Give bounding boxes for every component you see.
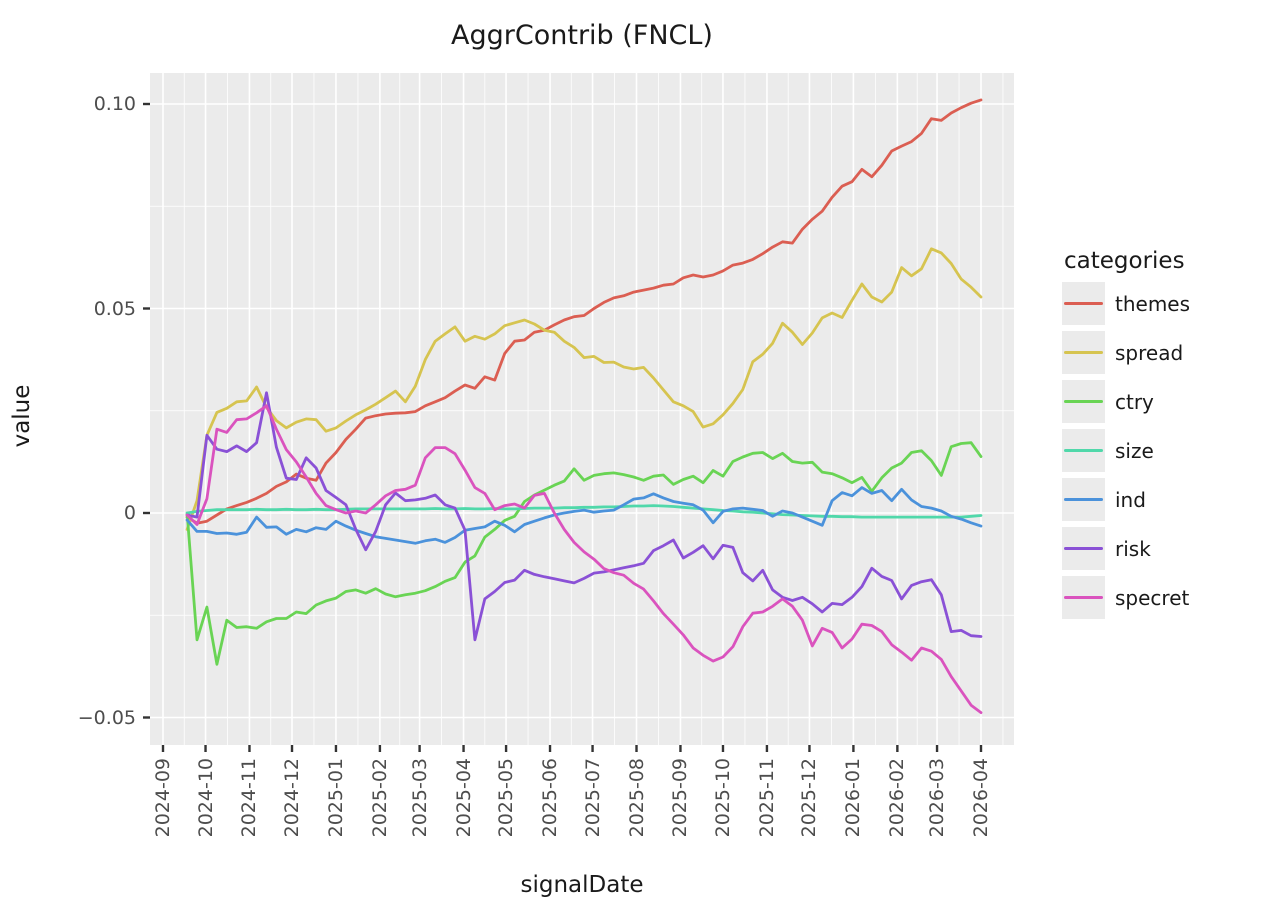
legend-item-spread: spread [1062, 331, 1190, 374]
legend-key [1062, 576, 1105, 619]
x-tick-label: 2025-02 [368, 758, 391, 838]
x-tick-label: 2025-12 [798, 758, 821, 838]
x-tick-label: 2026-04 [970, 758, 992, 838]
series-line-size [185, 504, 983, 519]
y-tick-label: −0.05 [77, 706, 136, 729]
legend-item-label: risk [1115, 536, 1151, 561]
legend-key-line-icon [1064, 497, 1103, 502]
x-tick-label: 2025-11 [755, 758, 778, 838]
plot-panel [150, 73, 1014, 745]
legend-key [1062, 282, 1105, 325]
x-tick-label: 2025-10 [711, 758, 734, 838]
legend-items: themes spread ctry size ind risk specret [1062, 282, 1190, 619]
legend-key-line-icon [1064, 399, 1103, 404]
legend-key-line-icon [1064, 301, 1103, 306]
x-tick-label: 2026-01 [842, 758, 865, 838]
legend-key [1062, 331, 1105, 374]
series-line-ind [185, 486, 983, 545]
x-tick-label: 2025-07 [581, 758, 604, 838]
x-tick-label: 2025-08 [625, 758, 648, 838]
series-line-ctry [185, 441, 983, 666]
legend-key [1062, 478, 1105, 521]
chart-title: AggrContrib (FNCL) [451, 20, 713, 51]
legend-key-line-icon [1064, 595, 1103, 600]
legend-key [1062, 380, 1105, 423]
legend-item-ctry: ctry [1062, 380, 1190, 423]
x-axis-title: signalDate [520, 872, 644, 898]
y-tick-label: 0 [123, 502, 136, 524]
legend-key-line-icon [1064, 546, 1103, 551]
x-tick-label: 2025-03 [408, 758, 431, 838]
legend-key-line-icon [1064, 448, 1103, 453]
x-tick-label: 2024-12 [281, 758, 303, 838]
legend-item-label: ind [1115, 487, 1146, 512]
legend-item-label: specret [1115, 585, 1190, 610]
series-line-risk [185, 391, 983, 642]
legend-item-label: spread [1115, 340, 1184, 365]
legend-key-line-icon [1064, 350, 1103, 355]
legend-item-label: size [1115, 438, 1154, 463]
x-tick-label: 2024-10 [194, 758, 217, 838]
x-tick-label: 2025-04 [452, 758, 475, 838]
x-tick-label: 2026-02 [886, 758, 909, 838]
legend-item-label: themes [1115, 291, 1191, 316]
legend-item-label: ctry [1115, 389, 1154, 414]
x-tick-label: 2024-11 [238, 758, 261, 838]
series-line-spread [185, 247, 983, 531]
x-tick-label: 2025-05 [495, 758, 518, 838]
y-tick-label: 0.10 [93, 93, 136, 115]
y-axis-title: value [9, 384, 35, 448]
x-tick-label: 2026-03 [926, 758, 949, 838]
legend-title: categories [1064, 248, 1185, 274]
legend-item-themes: themes [1062, 282, 1190, 325]
x-tick-label: 2025-09 [669, 758, 692, 838]
legend-item-ind: ind [1062, 478, 1190, 521]
series-group [185, 98, 983, 714]
x-tick-label: 2024-09 [152, 758, 174, 838]
x-tick-label: 2025-01 [324, 758, 347, 838]
legend: categories themes spread ctry size ind risk sp… [1062, 248, 1190, 625]
legend-key [1062, 429, 1105, 472]
legend-item-specret: specret [1062, 576, 1190, 619]
series-line-specret [185, 404, 983, 714]
legend-item-risk: risk [1062, 527, 1190, 570]
x-tick-label: 2025-06 [539, 758, 562, 838]
legend-key [1062, 527, 1105, 570]
legend-item-size: size [1062, 429, 1190, 472]
y-tick-label: 0.05 [93, 297, 136, 320]
